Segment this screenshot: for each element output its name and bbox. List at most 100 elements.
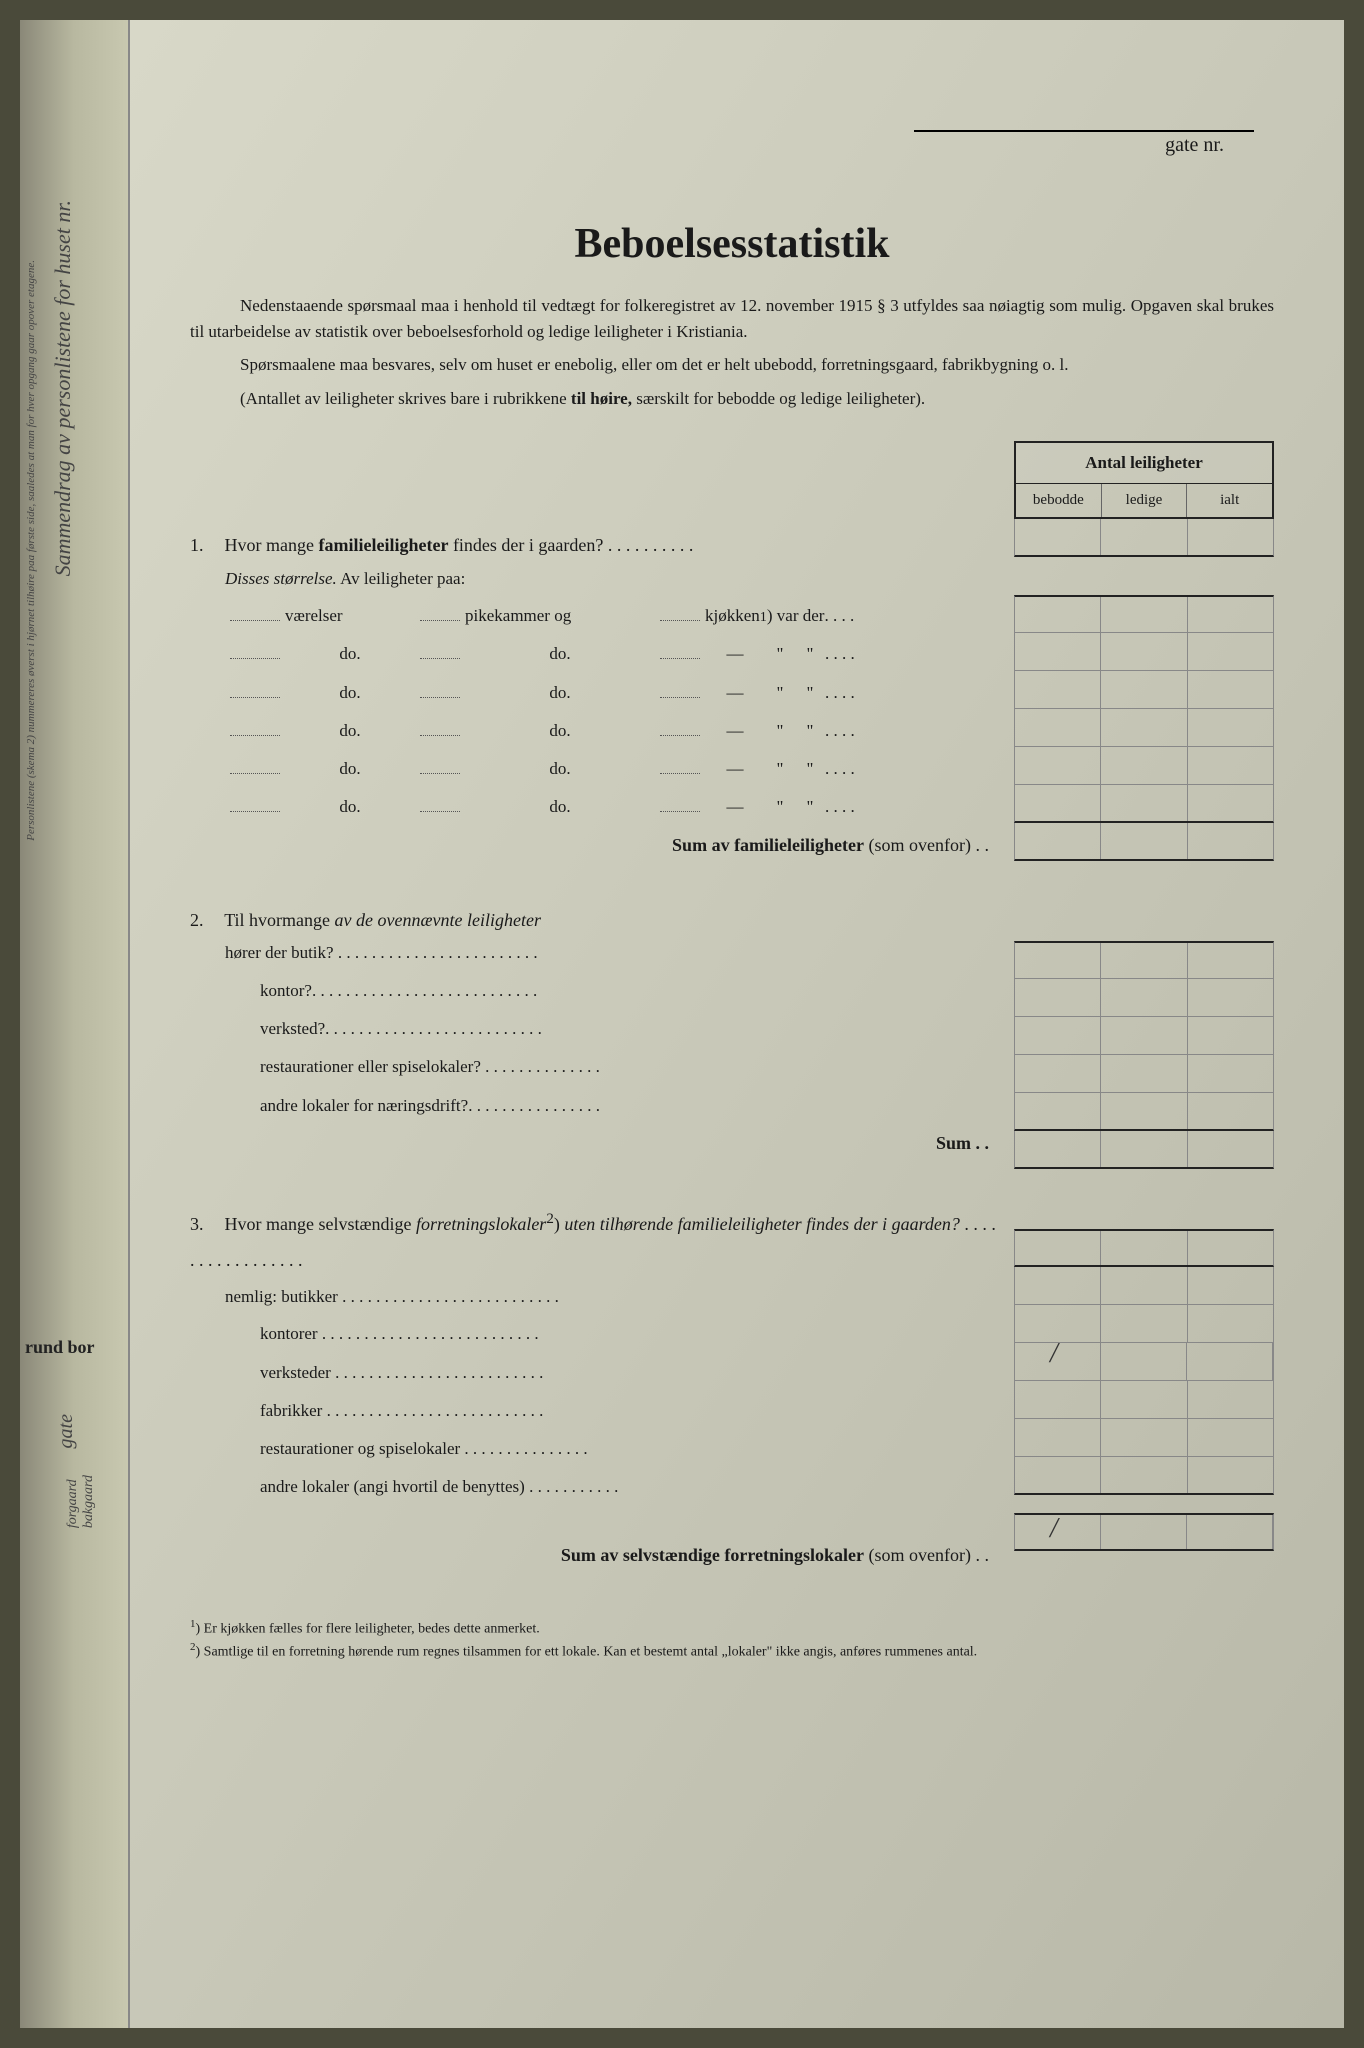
document-page: Sammendrag av personlistene for huset nr… bbox=[20, 20, 1344, 2028]
table-row bbox=[1014, 785, 1274, 823]
q2-line1: hører der butik? . . . . . . . . . . . .… bbox=[190, 934, 999, 971]
q3-text-c: ) bbox=[554, 1214, 565, 1234]
margin-bakgaard: bakgaard bbox=[81, 1475, 96, 1528]
q2-sum: Sum . . bbox=[190, 1133, 999, 1154]
do-4a: do. bbox=[285, 750, 415, 788]
col-vaerelser: værelser bbox=[285, 597, 415, 635]
table-row bbox=[1014, 519, 1274, 557]
table-row bbox=[1014, 1381, 1274, 1419]
col-ialt: ialt bbox=[1187, 484, 1272, 517]
q2-text-b: av de ovennævnte leiligheter bbox=[335, 910, 541, 930]
table-row bbox=[1014, 1457, 1274, 1495]
rund-bor-label: rund bor bbox=[25, 1337, 95, 1358]
q3-text-b: forretningslokaler bbox=[416, 1214, 546, 1234]
q1-do-row-1: do. do. — " " . . . . bbox=[190, 635, 999, 673]
q1-do-row-3: do. do. — " " . . . . bbox=[190, 712, 999, 750]
quote-2b: " bbox=[795, 674, 825, 712]
col-pikekammer: pikekammer og bbox=[465, 597, 655, 635]
q3-sum-a: Sum av selvstændige forretningslokaler bbox=[561, 1545, 864, 1565]
question-3: 3. Hvor mange selvstændige forretningslo… bbox=[190, 1204, 999, 1566]
table-row bbox=[1014, 1093, 1274, 1131]
table-row bbox=[1014, 941, 1274, 979]
main-page: gate nr. Beboelsesstatistik Nedenstaaend… bbox=[130, 20, 1344, 2028]
do-1a: do. bbox=[285, 635, 415, 673]
table-row bbox=[1014, 747, 1274, 785]
table-row bbox=[1014, 633, 1274, 671]
col-end: ) var der bbox=[767, 597, 825, 635]
q1-sum-a: Sum av familieleiligheter bbox=[672, 835, 864, 855]
dash-5: — bbox=[705, 788, 765, 826]
sup-2: 2 bbox=[546, 1211, 554, 1227]
q1-text-b: familieleiligheter bbox=[318, 535, 448, 555]
quote-1b: " bbox=[795, 635, 825, 673]
intro-p2-text: Spørsmaalene maa besvares, selv om huset… bbox=[240, 355, 1069, 374]
page-title: Beboelsesstatistik bbox=[190, 220, 1274, 268]
q1-header-row: værelser pikekammer og kjøkken1) var der… bbox=[190, 597, 999, 635]
quote-4a: " bbox=[765, 750, 795, 788]
question-2: 2. Til hvormange av de ovennævnte leilig… bbox=[190, 906, 999, 1154]
q3-line1: kontorer . . . . . . . . . . . . . . . .… bbox=[190, 1315, 999, 1353]
sup-1: 1 bbox=[760, 602, 767, 634]
q3-line5: andre lokaler (angi hvortil de benyttes)… bbox=[190, 1468, 999, 1506]
q1-do-row-2: do. do. — " " . . . . bbox=[190, 674, 999, 712]
margin-gaard: forgaard bakgaard bbox=[65, 1475, 97, 1528]
table-row bbox=[1014, 709, 1274, 747]
table-column: Antal leiligheter bebodde ledige ialt bbox=[1014, 441, 1274, 1586]
quote-3b: " bbox=[795, 712, 825, 750]
q1-do-row-4: do. do. — " " . . . . bbox=[190, 750, 999, 788]
intro-p1: Nedenstaaende spørsmaal maa i henhold ti… bbox=[190, 293, 1274, 344]
q1-number: 1. bbox=[190, 531, 220, 560]
table-header: Antal leiligheter bbox=[1014, 441, 1274, 484]
intro-p3: (Antallet av leiligheter skrives bare i … bbox=[190, 386, 1274, 412]
fn2-text: ) Samtlige til en forretning hørende rum… bbox=[196, 1645, 978, 1660]
table-row bbox=[1014, 1419, 1274, 1457]
quote-5a: " bbox=[765, 788, 795, 826]
q1-sum: Sum av familieleiligheter (som ovenfor) … bbox=[190, 835, 999, 856]
q3-line2: verksteder . . . . . . . . . . . . . . .… bbox=[190, 1354, 999, 1392]
table-row: / bbox=[1014, 1343, 1274, 1381]
do-2b: do. bbox=[465, 674, 655, 712]
questions-column: 1. Hvor mange familieleiligheter findes … bbox=[190, 441, 1014, 1586]
footnote-1: 1) Er kjøkken fælles for flere leilighet… bbox=[190, 1616, 1274, 1640]
table-subheader: bebodde ledige ialt bbox=[1014, 484, 1274, 519]
q2-line5: andre lokaler for næringsdrift?. . . . .… bbox=[190, 1087, 999, 1125]
table-row bbox=[1014, 1267, 1274, 1305]
col-ledige: ledige bbox=[1102, 484, 1188, 517]
intro-p2: Spørsmaalene maa besvares, selv om huset… bbox=[190, 352, 1274, 378]
intro-p3b: til høire, bbox=[571, 389, 632, 408]
gate-nr-field: gate nr. bbox=[914, 130, 1254, 157]
dash-2: — bbox=[705, 674, 765, 712]
q3-sum: Sum av selvstændige forretningslokaler (… bbox=[190, 1545, 999, 1566]
q3-sum-b: (som ovenfor) . . bbox=[864, 1545, 989, 1565]
col-kjokken: kjøkken bbox=[705, 597, 760, 635]
do-1b: do. bbox=[465, 635, 655, 673]
table-row bbox=[1014, 671, 1274, 709]
handwritten-mark-1: / bbox=[1050, 1338, 1058, 1370]
do-4b: do. bbox=[465, 750, 655, 788]
do-3a: do. bbox=[285, 712, 415, 750]
dash-3: — bbox=[705, 712, 765, 750]
q3-number: 3. bbox=[190, 1206, 220, 1242]
table-row bbox=[1014, 1131, 1274, 1169]
dash-4: — bbox=[705, 750, 765, 788]
quote-5b: " bbox=[795, 788, 825, 826]
footnotes: 1) Er kjøkken fælles for flere leilighet… bbox=[190, 1616, 1274, 1663]
q1-sum-b: (som ovenfor) . . bbox=[864, 835, 989, 855]
q1-text-a: Hvor mange bbox=[225, 535, 319, 555]
table-row bbox=[1014, 1055, 1274, 1093]
margin-gate: gate bbox=[55, 1414, 78, 1448]
table-row bbox=[1014, 1017, 1274, 1055]
margin-title: Sammendrag av personlistene for huset nr… bbox=[50, 200, 76, 576]
question-1: 1. Hvor mange familieleiligheter findes … bbox=[190, 531, 999, 856]
handwritten-mark-2: / bbox=[1050, 1513, 1058, 1545]
q2-text-a: Til hvormange bbox=[224, 910, 334, 930]
quote-3a: " bbox=[765, 712, 795, 750]
q2-number: 2. bbox=[190, 906, 220, 935]
q3-text-a: Hvor mange selvstændige bbox=[225, 1214, 416, 1234]
margin-forgaard: forgaard bbox=[65, 1479, 80, 1528]
footnote-2: 2) Samtlige til en forretning hørende ru… bbox=[190, 1639, 1274, 1663]
q1-text-c: findes der i gaarden? bbox=[448, 535, 603, 555]
left-margin: Sammendrag av personlistene for huset nr… bbox=[20, 20, 130, 2028]
table-row bbox=[1014, 595, 1274, 633]
q3-line0: nemlig: butikker . . . . . . . . . . . .… bbox=[190, 1278, 999, 1315]
